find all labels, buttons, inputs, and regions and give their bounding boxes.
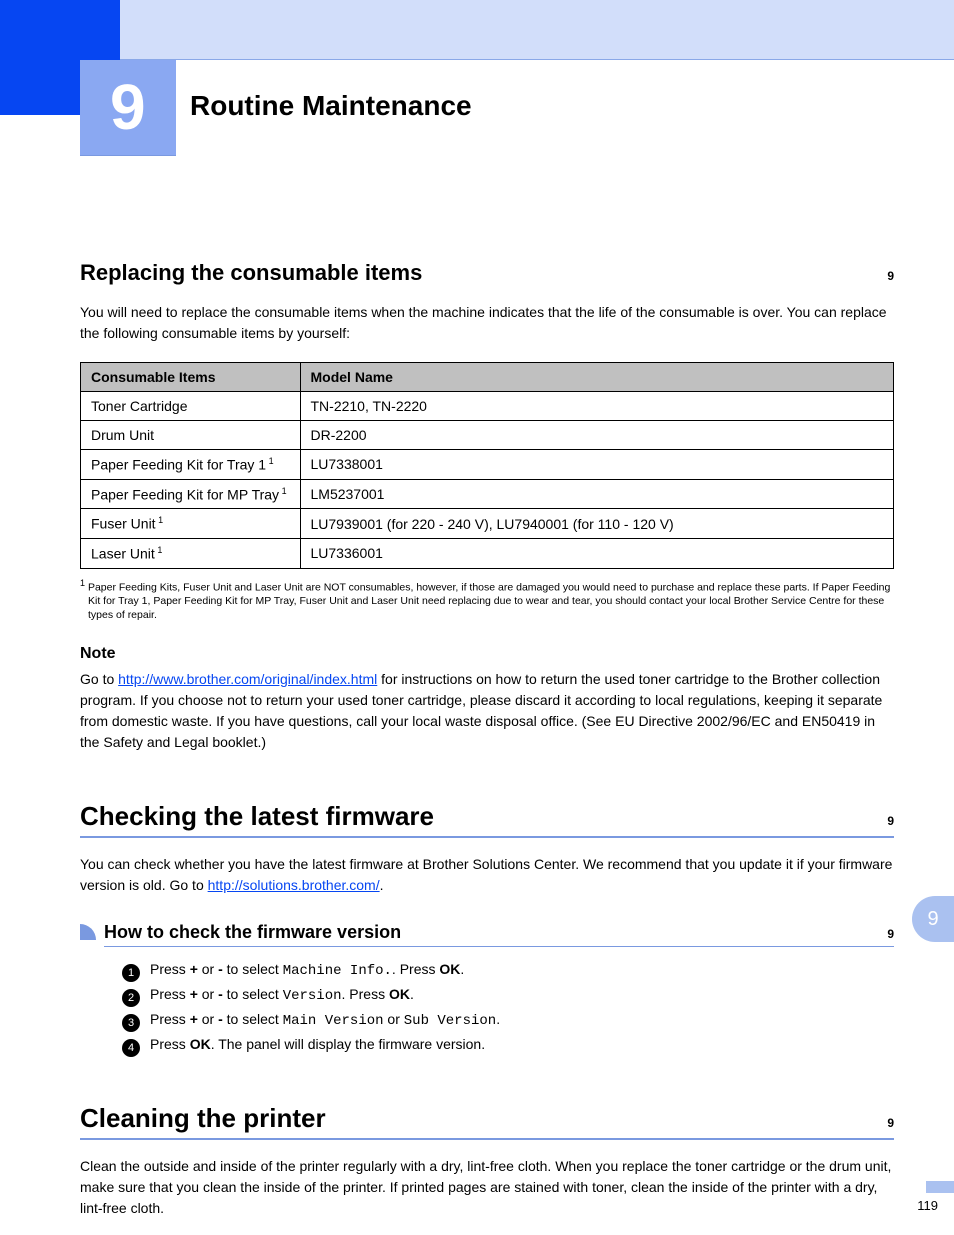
subsection-fwversion-title: How to check the firmware version [104,922,401,943]
subsection-fwversion-anchor: 9 [887,927,894,941]
step: 2 Press + or - to select Version. Press O… [122,986,894,1005]
step-number-badge: 1 [122,964,140,982]
section-fwupdate-title: Checking the latest firmware [80,801,434,832]
step: 1 Press + or - to select Machine Info.. P… [122,961,894,980]
note-link[interactable]: http://www.brother.com/original/index.ht… [118,671,377,687]
table-cell: DR-2200 [300,421,894,450]
table-header-row: Consumable Items Model Name [81,363,894,392]
section-consumable-title: Replacing the consumable items [80,260,422,286]
table-row: Toner CartridgeTN-2210, TN-2220 [81,392,894,421]
table-row: Paper Feeding Kit for Tray 1 1LU7338001 [81,450,894,480]
section-cleaning-heading: Cleaning the printer 9 [80,1103,894,1140]
section-cleaning-anchor: 9 [887,1116,894,1130]
table-cell: Paper Feeding Kit for Tray 1 1 [81,450,301,480]
quarter-bullet-icon [80,924,96,940]
fwupdate-link[interactable]: http://solutions.brother.com/ [208,877,380,893]
table-cell: LU7338001 [300,450,894,480]
step-number-badge: 4 [122,1039,140,1057]
subsection-fwversion-heading: How to check the firmware version 9 [80,922,894,947]
step-number-badge: 3 [122,1014,140,1032]
section-consumable-anchor: 9 [887,269,894,283]
section-fwupdate-intro: You can check whether you have the lates… [80,854,894,896]
table-cell: LU7336001 [300,538,894,568]
note-body: Go to http://www.brother.com/original/in… [80,669,894,753]
step-text: Press + or - to select Machine Info.. Pr… [150,961,464,979]
table-cell: Fuser Unit 1 [81,509,301,539]
table-col-0: Consumable Items [81,363,301,392]
chapter-side-tab: 9 [912,896,954,942]
section-cleaning-title: Cleaning the printer [80,1103,326,1134]
table-row: Fuser Unit 1LU7939001 (for 220 - 240 V),… [81,509,894,539]
table-row: Laser Unit 1LU7336001 [81,538,894,568]
step-text: Press + or - to select Main Version or S… [150,1011,500,1029]
step: 4 Press OK. The panel will display the fi… [122,1036,894,1055]
step-text: Press + or - to select Version. Press OK… [150,986,414,1004]
section-consumable-intro: You will need to replace the consumable … [80,302,894,344]
table-row: Paper Feeding Kit for MP Tray 1LM5237001 [81,479,894,509]
section-fwupdate-anchor: 9 [887,814,894,828]
table-cell: Paper Feeding Kit for MP Tray 1 [81,479,301,509]
step: 3 Press + or - to select Main Version or … [122,1011,894,1030]
chapter-side-tab-number: 9 [927,908,938,931]
page-number: 119 [917,1198,938,1213]
section-cleaning-body: Clean the outside and inside of the prin… [80,1156,894,1219]
section-fwupdate-heading: Checking the latest firmware 9 [80,801,894,838]
table-cell: TN-2210, TN-2220 [300,392,894,421]
section-consumable-heading: Replacing the consumable items 9 [80,260,894,286]
table-cell: Drum Unit [81,421,301,450]
footer-accent-bar [926,1181,954,1193]
consumables-footnote: 1 Paper Feeding Kits, Fuser Unit and Las… [80,577,894,623]
table-cell: LM5237001 [300,479,894,509]
table-cell: Laser Unit 1 [81,538,301,568]
consumables-table: Consumable Items Model Name Toner Cartri… [80,362,894,569]
table-cell: LU7939001 (for 220 - 240 V), LU7940001 (… [300,509,894,539]
step-text: Press OK. The panel will display the fir… [150,1036,485,1052]
top-banner [120,0,954,60]
consumables-footnote-text: Paper Feeding Kits, Fuser Unit and Laser… [88,581,890,621]
table-col-1: Model Name [300,363,894,392]
table-cell: Toner Cartridge [81,392,301,421]
table-row: Drum UnitDR-2200 [81,421,894,450]
note-label: Note [80,645,894,663]
chapter-title: Routine Maintenance [190,90,472,122]
step-number-badge: 2 [122,989,140,1007]
chapter-number: 9 [110,70,146,144]
